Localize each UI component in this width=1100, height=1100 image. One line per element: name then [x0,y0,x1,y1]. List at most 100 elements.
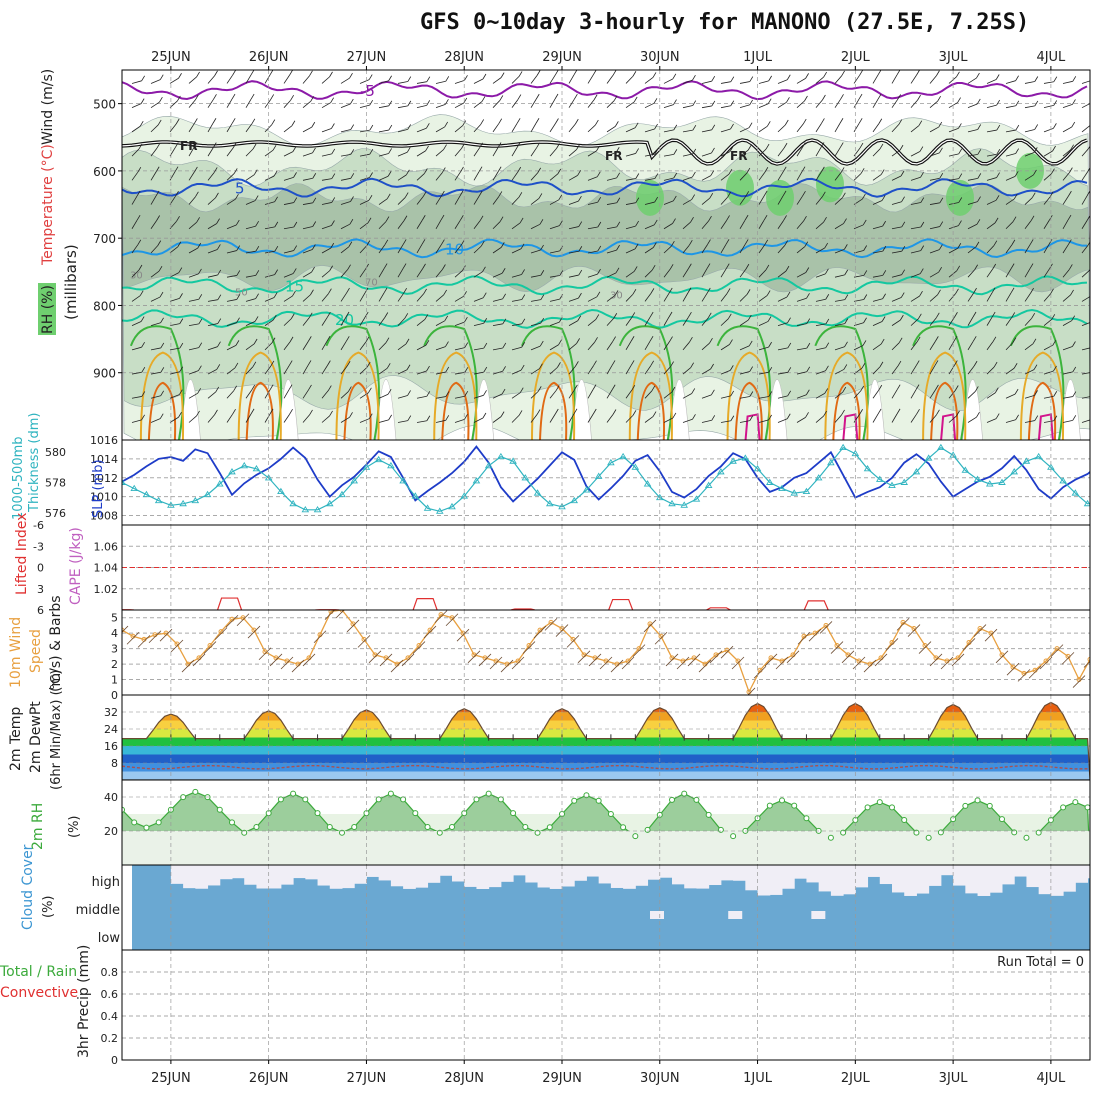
wind-barb-flag [464,391,469,397]
temperature-band [122,720,1090,729]
wind-barb [321,316,328,326]
wind-barb-flag [251,384,256,391]
wind-barb-flag [877,408,882,415]
wind-barb [891,201,902,205]
wind-barb-flag [483,366,488,373]
wind-barb [264,99,272,108]
wind-barb-flag [824,388,829,394]
wind-barb-flag [1053,76,1058,82]
wind-barb-flag [232,142,237,149]
wind-barb [891,124,900,133]
wind-barb-flag [612,70,617,76]
wind-barb [796,220,804,230]
wind-barb [1043,268,1050,278]
wind-barb-flag [710,363,714,370]
wind-barb-flag [711,415,716,421]
wind-barb-flag [632,289,637,295]
wind-barb-flag [426,76,431,82]
freezing-level-label: FR [605,149,622,163]
rh-moist-region [766,179,794,216]
wind-barb-flag [310,96,315,102]
cloud-level-label: low [98,931,121,946]
high-cloud-gap [427,865,441,883]
lifted-index-burst [803,600,829,610]
wind-barb [853,345,864,351]
wind-barb [910,99,918,108]
precip-tick-label: 0 [111,1054,118,1067]
wind-barb [492,123,500,133]
wind-barb-10m [863,659,877,673]
wind-barb-flag [422,263,426,270]
thickness-marker [778,484,786,492]
rh-2m-marker [546,824,553,831]
wind-barb [568,297,579,302]
wind-barb [587,201,598,205]
wind-barb [777,124,786,133]
wind-barb-flag [539,219,544,225]
thickness-marker [827,458,835,466]
wind-barb [625,101,635,108]
wind-barb-flag [841,70,845,77]
wind-barb-flag [783,142,788,149]
wind-barb-10m [962,638,976,651]
wind-barb-10m [456,628,470,642]
wind-barb [682,268,689,278]
wind-barb [1024,244,1031,254]
wind-barb [530,98,537,108]
wind-barb-flag [879,361,884,368]
wind-barb-flag [917,313,922,320]
wind-barb-10m [269,653,283,667]
wind-barb-flag [634,243,639,250]
day-label-top: 28JUN [444,50,484,65]
wind-barb-flag [195,191,199,198]
wind-barb [1005,105,1016,109]
rh-contour-label: 70 [365,277,378,288]
wind-barb-10m [698,659,712,673]
rh-2m-marker [1084,804,1090,811]
wind-barb [245,298,256,302]
wind-barb-flag [331,173,336,179]
wind-barb [910,202,921,205]
wind-barb [1081,220,1088,229]
wind-barb-flag [235,340,240,346]
wind-barb-flag [350,173,355,179]
wind-barb [397,395,408,399]
wind-barb-flag [578,269,583,276]
temperature-contour-30 [531,351,576,440]
wind-barb [226,299,237,302]
wind-barb [587,296,598,302]
wind-barb [644,390,653,399]
lifted-index-burst [706,607,731,610]
wind-barb-flag [1052,339,1057,346]
wind-barb-10m [747,687,756,695]
lifted-index-tick-label: 0 [37,562,44,575]
wind-barb-flag [425,123,430,129]
wind-barb-flag [954,385,959,391]
wind-barb-10m [995,650,1009,664]
wind-barb-flag [920,221,925,228]
thickness-marker [570,496,579,504]
wind-barb [207,274,218,278]
wind-barb-flag [500,72,505,78]
wind-barb [834,346,845,351]
wind-barb-flag [877,70,882,76]
wind-barb [910,151,921,157]
wind-barb [815,123,822,133]
wind-barb [207,223,217,230]
wind-barb [891,226,902,230]
wind-barb [777,171,784,181]
wind-barb-flag [858,118,863,124]
high-cloud-gap [549,865,563,889]
thickness-marker [154,496,163,504]
wind-barb [682,418,693,423]
wind-barb [283,389,290,399]
wind-barb [834,75,842,84]
wind-barb [720,244,727,254]
wind-barb-flag [1051,314,1056,320]
wind-barb-flag [478,166,483,172]
wind-barb [929,152,940,157]
wind-barb-flag [273,170,278,177]
wind-barb-flag [157,240,162,246]
wind-barb [188,123,195,133]
wind-barb [207,197,216,205]
